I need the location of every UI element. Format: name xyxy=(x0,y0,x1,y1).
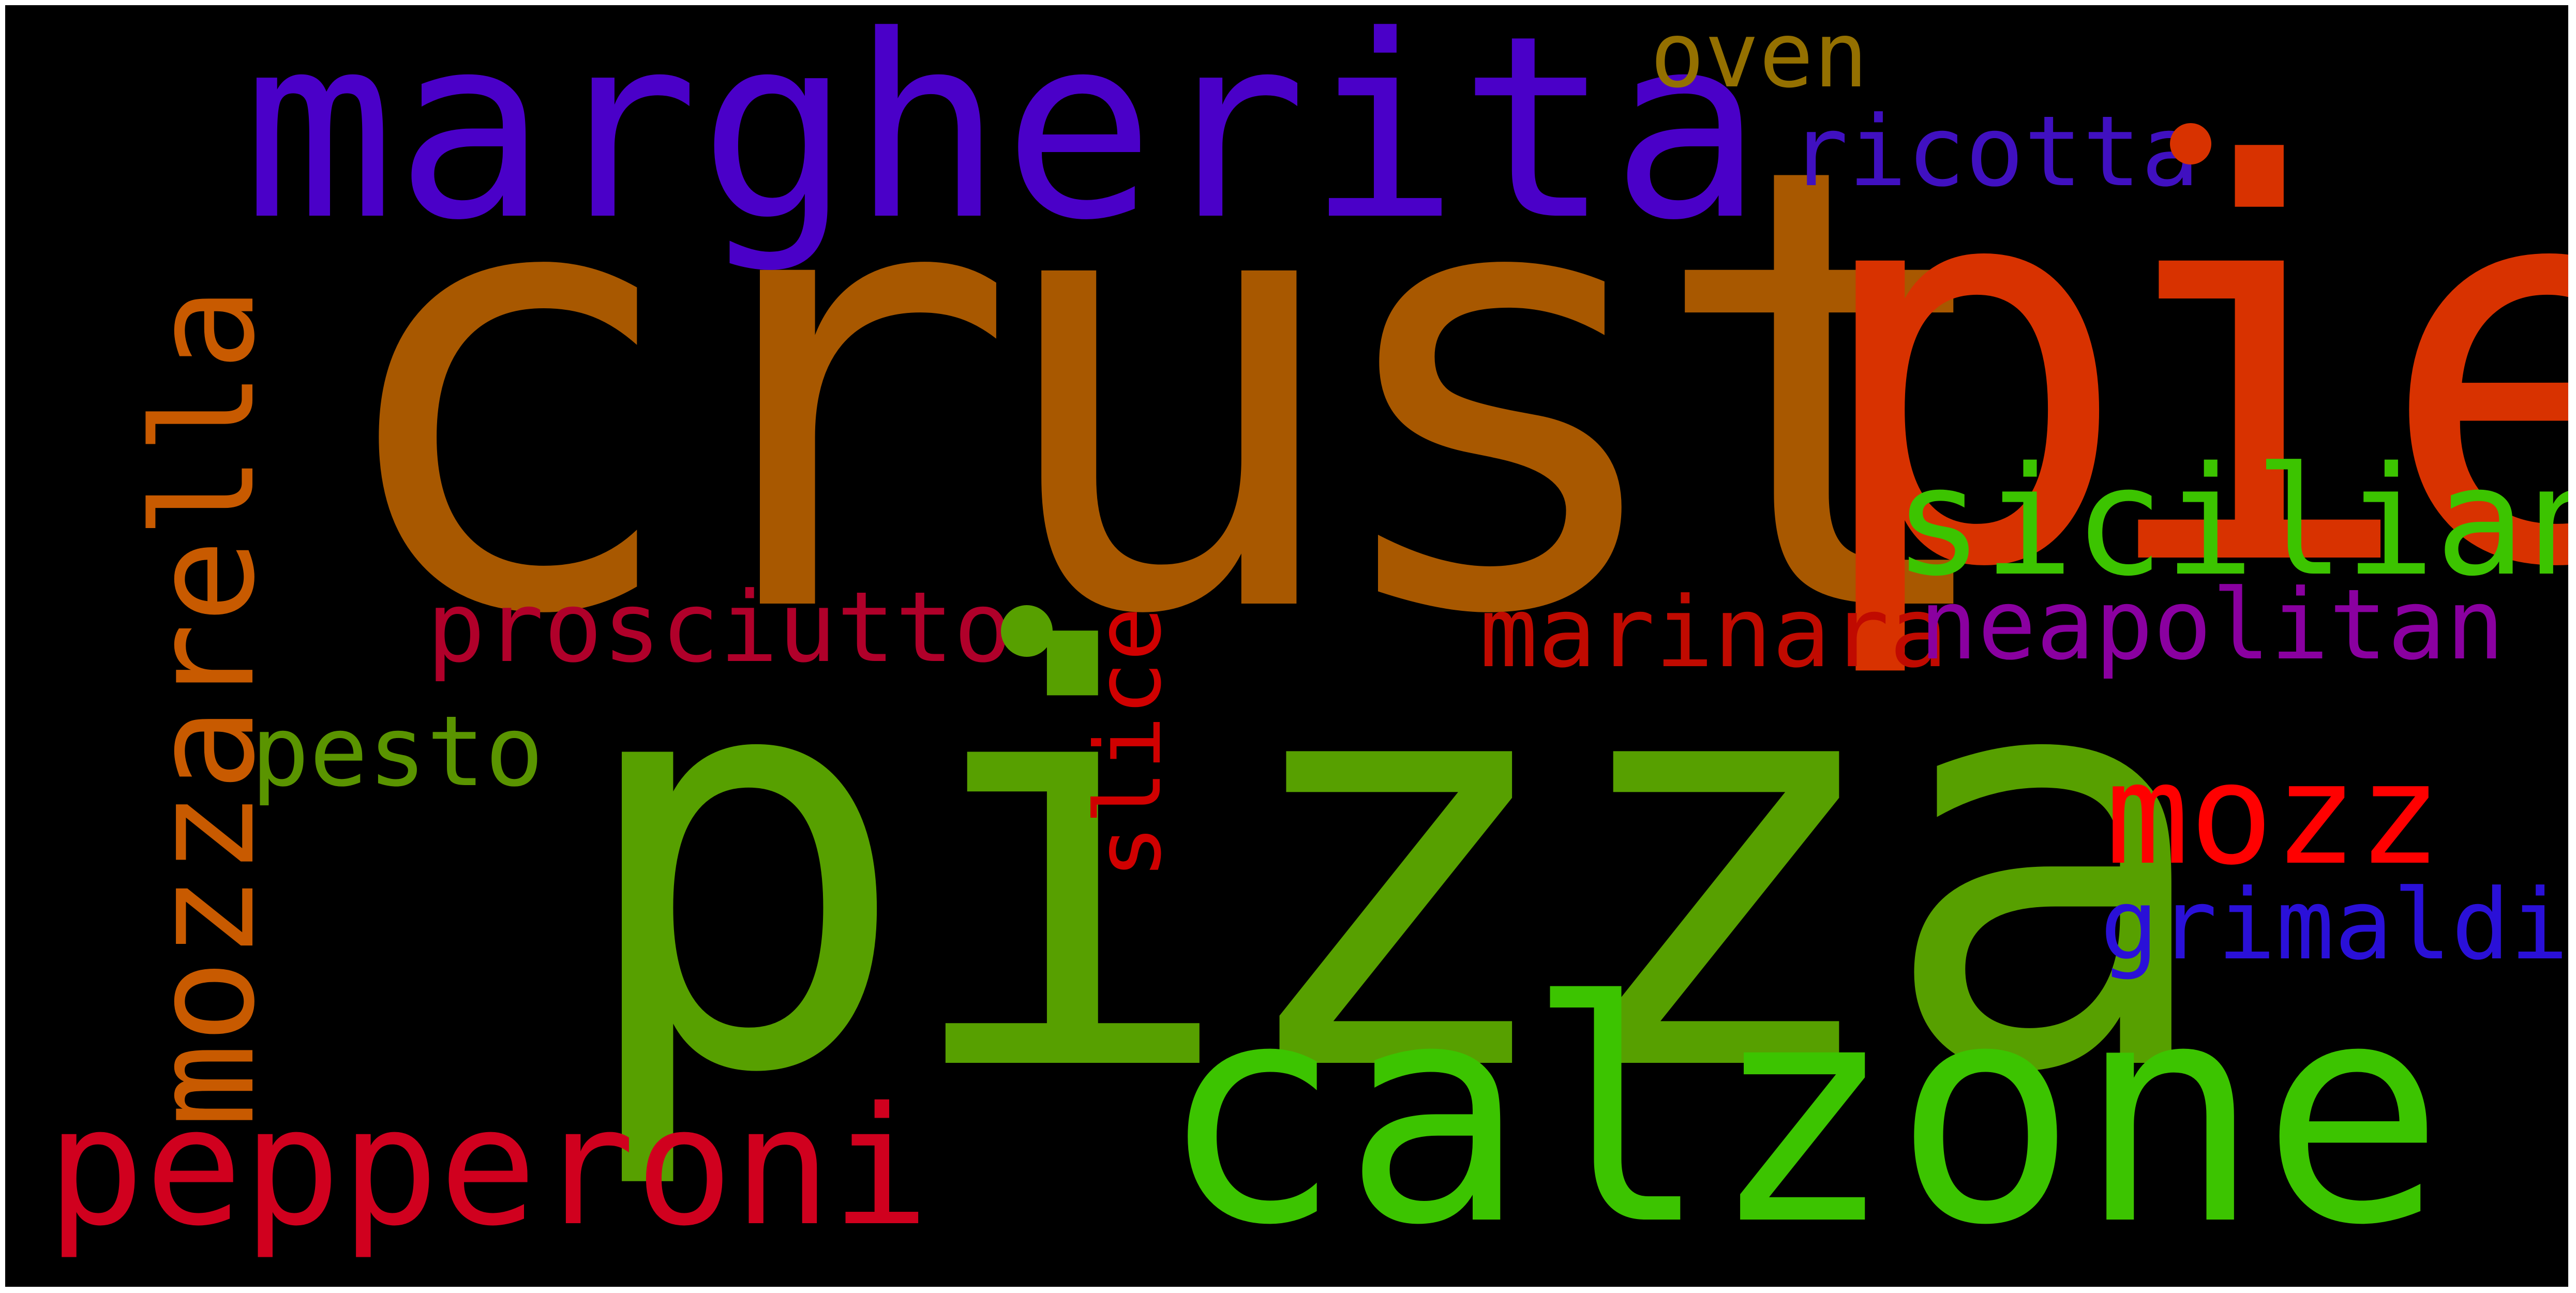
word-pepperoni: pepperoni xyxy=(47,1073,930,1262)
word-pesto: pesto xyxy=(251,695,544,808)
word-pie: pie xyxy=(1805,53,2568,686)
word-slice: slice xyxy=(1076,607,1181,879)
word-cloud: crust pizza pie margherita calzone sicil… xyxy=(5,5,2568,1287)
word-ricotta: ricotta xyxy=(1790,95,2200,208)
word-sicilian: sicilian xyxy=(1893,435,2568,609)
word-crust: crust xyxy=(321,38,2013,748)
word-marinara: marinara xyxy=(1479,576,1948,689)
word-calzone: calzone xyxy=(1159,937,2445,1287)
word-prosciutto: prosciutto xyxy=(427,571,1012,684)
green-dot xyxy=(1001,605,1053,657)
word-oven: oven xyxy=(1650,5,1868,108)
word-neapolitan: neapolitan xyxy=(1919,568,2505,682)
word-mozz: mozz xyxy=(2105,733,2442,896)
word-pizza: pizza xyxy=(569,535,2220,1197)
word-grimaldi: grimaldi xyxy=(2100,868,2568,982)
orange-dot xyxy=(2170,123,2211,164)
word-margherita: margherita xyxy=(243,5,1763,276)
